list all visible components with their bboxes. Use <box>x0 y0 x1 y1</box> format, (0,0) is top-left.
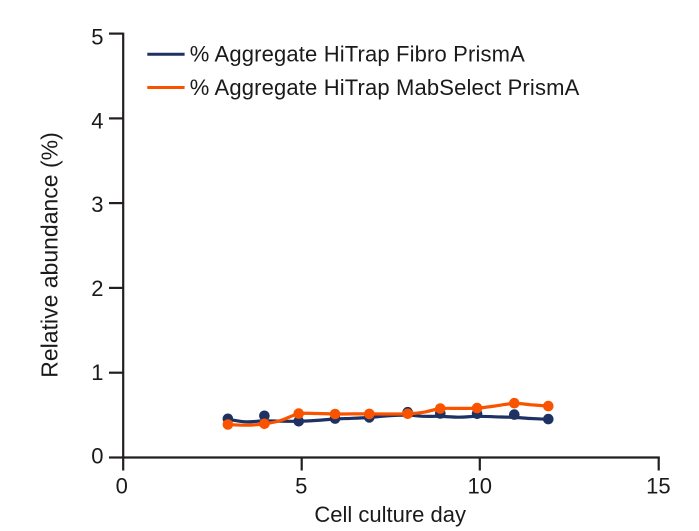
svg-text:% Aggregate HiTrap Fibro Prism: % Aggregate HiTrap Fibro PrismA <box>190 42 525 67</box>
svg-text:1: 1 <box>91 360 103 385</box>
svg-text:5: 5 <box>295 474 307 499</box>
svg-text:3: 3 <box>91 192 103 217</box>
svg-text:0: 0 <box>91 444 103 469</box>
svg-text:0: 0 <box>116 474 128 499</box>
svg-text:% Aggregate HiTrap MabSelect P: % Aggregate HiTrap MabSelect PrismA <box>190 75 580 100</box>
svg-text:Cell culture day: Cell culture day <box>314 502 466 527</box>
svg-text:Relative abundance (%): Relative abundance (%) <box>37 132 63 377</box>
svg-text:10: 10 <box>467 474 491 499</box>
svg-text:5: 5 <box>91 25 103 50</box>
svg-text:15: 15 <box>646 474 670 499</box>
svg-text:2: 2 <box>91 276 103 301</box>
svg-text:4: 4 <box>91 108 103 133</box>
